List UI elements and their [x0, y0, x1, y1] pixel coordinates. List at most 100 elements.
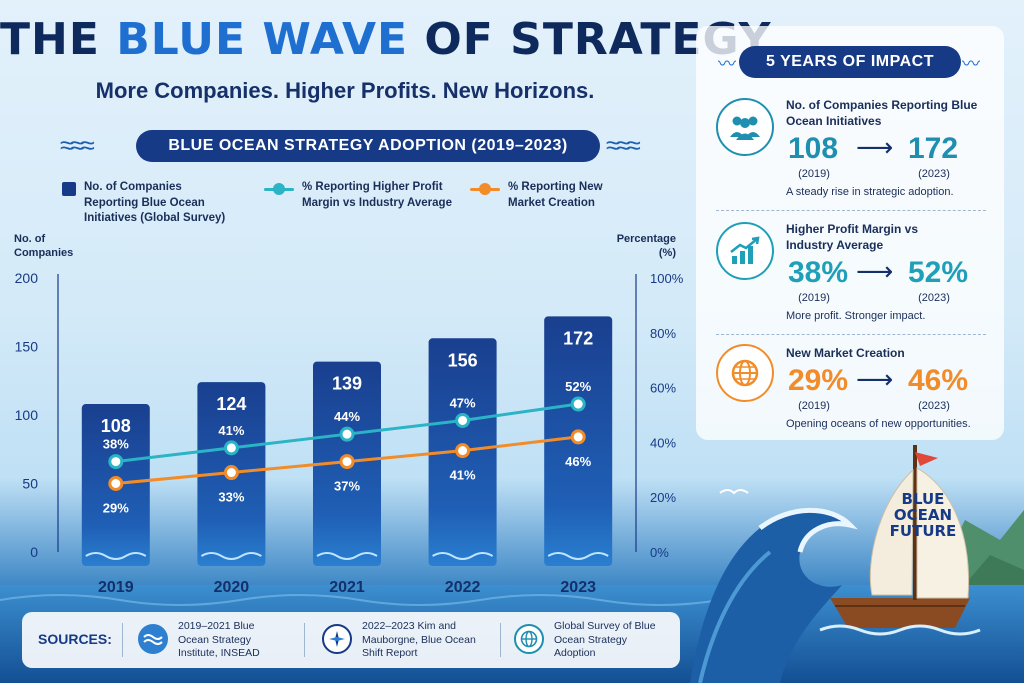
left-axis-title: No. of Companies: [14, 233, 74, 260]
right-tick-label: 40%: [650, 435, 676, 450]
impact-splash-left-icon: 〰: [718, 54, 736, 74]
teal-value-label: 47%: [450, 395, 476, 410]
sources-divider: [304, 623, 305, 657]
impact-heading-3: New Market Creation: [786, 346, 905, 360]
adoption-chart: 0 50 100 150 200 0% 20% 40% 60% 80% 100% 108 2019 124…: [15, 270, 684, 596]
coral-icon: [316, 552, 378, 560]
teal-point: [108, 454, 124, 470]
bar-value-label: 108: [101, 416, 131, 436]
chart-banner: BLUE OCEAN STRATEGY ADOPTION (2019–2023): [136, 130, 600, 162]
growth-chart-icon: [716, 222, 774, 280]
orange-value-label: 41%: [450, 468, 476, 483]
whale-tail-icon: [200, 552, 262, 560]
legend-label-orange: % Reporting New Market Creation: [508, 181, 603, 209]
wave-decoration-right-icon: ≈≈≈: [606, 130, 641, 160]
impact-from-1: 108: [788, 132, 839, 165]
arrow-right-icon: ⟶: [856, 364, 894, 394]
orange-value-label: 33%: [218, 490, 244, 505]
teal-value-label: 41%: [218, 423, 244, 438]
source-text-3: Global Survey of Blue Ocean Strategy Ado…: [554, 620, 656, 660]
people-icon: [716, 98, 774, 156]
impact-title: 5 YEARS OF IMPACT: [739, 46, 961, 78]
sources-divider: [122, 623, 123, 657]
right-tick-label: 100%: [650, 271, 684, 286]
bar-value-label: 139: [332, 374, 362, 394]
right-tick-label: 0%: [650, 545, 669, 560]
impact-from-2: 38%: [788, 256, 849, 289]
wave-icon: [138, 624, 168, 654]
impact-note-3: Opening oceans of new opportunities.: [786, 418, 971, 430]
orange-point: [455, 443, 471, 459]
sources-label: SOURCES:: [38, 631, 112, 647]
orange-value-label: 37%: [334, 479, 360, 494]
sources-divider: [500, 623, 501, 657]
impact-from-year-2: (2019): [798, 292, 830, 304]
impact-from-year-3: (2019): [798, 400, 830, 412]
bar-value-label: 156: [448, 350, 478, 370]
right-axis-title: Percentage (%): [616, 233, 676, 260]
bar-value-label: 172: [563, 328, 593, 348]
teal-value-label: 52%: [565, 379, 591, 394]
source-text-2: 2022–2023 Kim and Mauborgne, Blue Ocean …: [362, 620, 476, 660]
impact-to-year-1: (2023): [918, 168, 950, 180]
teal-value-label: 38%: [103, 437, 129, 452]
orange-value-label: 29%: [103, 501, 129, 516]
wave-decoration-left-icon: ≈≈≈: [60, 130, 95, 160]
impact-to-year-2: (2023): [918, 292, 950, 304]
x-tick-label: 2021: [329, 579, 365, 596]
arrow-right-icon: ⟶: [856, 256, 894, 286]
left-tick-label: 100: [15, 407, 39, 423]
impact-note-2: More profit. Stronger impact.: [786, 310, 926, 322]
impact-to-2: 52%: [908, 256, 969, 289]
right-tick-label: 20%: [650, 490, 676, 505]
globe-icon: [514, 624, 544, 654]
impact-note-1: A steady rise in strategic adoption.: [786, 186, 954, 198]
impact-from-3: 29%: [788, 364, 849, 397]
page-title: THE BLUE WAVE OF STRATEGY: [0, 14, 770, 65]
x-tick-label: 2019: [98, 579, 134, 596]
impact-divider-2: [716, 334, 986, 335]
left-tick-label: 50: [22, 476, 38, 492]
x-tick-label: 2020: [214, 579, 250, 596]
title-part-1: THE: [0, 14, 117, 65]
right-tick-label: 80%: [650, 326, 676, 341]
legend-item-bars: No. of Companies Reporting Blue Ocean In…: [62, 180, 232, 227]
bar-value-label: 124: [216, 394, 246, 414]
impact-heading-2: Higher Profit Margin vs Industry Average: [786, 222, 919, 252]
page-subtitle: More Companies. Higher Profits. New Hori…: [95, 78, 595, 103]
legend-swatch-teal: [264, 182, 294, 196]
impact-divider-1: [716, 210, 986, 211]
teal-point: [570, 396, 586, 412]
teal-point: [223, 440, 239, 456]
legend-item-orange: % Reporting New Market Creation: [470, 180, 640, 211]
legend-label-teal: % Reporting Higher Profit Margin vs Indu…: [302, 181, 452, 209]
legend-item-teal: % Reporting Higher Profit Margin vs Indu…: [264, 180, 454, 211]
orange-value-label: 46%: [565, 454, 591, 469]
impact-heading-1: No. of Companies Reporting Blue Ocean In…: [786, 98, 978, 128]
legend-swatch-orange: [470, 182, 500, 196]
legend-label-bars: No. of Companies Reporting Blue Ocean In…: [84, 181, 226, 225]
left-tick-label: 200: [15, 270, 39, 286]
legend-swatch-bar: [62, 182, 76, 196]
dolphin-icon: [547, 552, 609, 560]
teal-value-label: 44%: [334, 409, 360, 424]
sail-text: BLUE OCEAN FUTURE: [889, 490, 957, 540]
left-tick-label: 150: [15, 339, 39, 355]
orange-point: [339, 454, 355, 470]
orange-point: [223, 465, 239, 481]
left-tick-label: 0: [30, 544, 38, 560]
teal-point: [339, 426, 355, 442]
orange-point: [108, 476, 124, 491]
sailboat-icon: [85, 552, 147, 560]
impact-to-year-3: (2023): [918, 400, 950, 412]
impact-to-3: 46%: [908, 364, 969, 397]
compass-icon: [322, 624, 352, 654]
arrow-right-icon: ⟶: [856, 132, 894, 162]
source-text-1: 2019–2021 Blue Ocean Strategy Institute,…: [178, 620, 260, 660]
x-tick-label: 2022: [445, 579, 481, 596]
globe-icon: [716, 344, 774, 402]
orange-point: [570, 429, 586, 445]
lighthouse-icon: [432, 552, 494, 560]
x-tick-label: 2023: [560, 579, 596, 596]
right-tick-label: 60%: [650, 381, 676, 396]
